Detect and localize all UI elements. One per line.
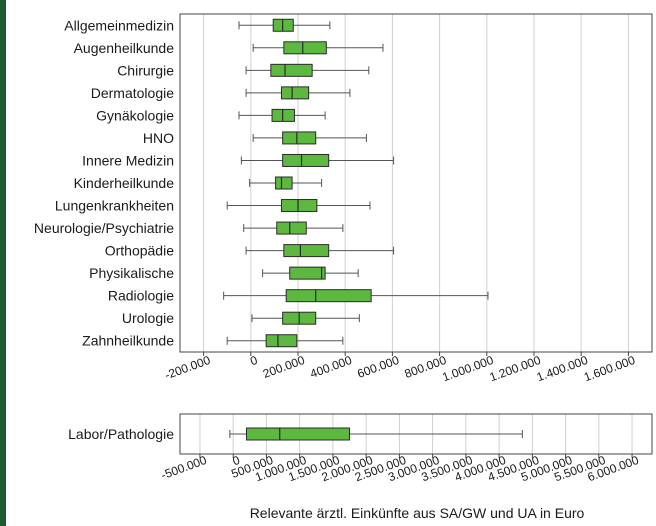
category-label: Chirurgie xyxy=(117,62,174,78)
category-label: Physikalische xyxy=(89,265,174,281)
box-row: Urologie xyxy=(122,310,360,326)
iqr-box xyxy=(280,199,318,213)
box-row: Kinderheilkunde xyxy=(74,175,323,191)
x-tick-label: 1.600.000 xyxy=(582,353,637,385)
plot-border xyxy=(179,13,653,353)
box-row: Physikalische xyxy=(89,265,359,281)
iqr-box xyxy=(265,334,298,348)
box-row: Radiologie xyxy=(108,288,489,304)
category-label: Gynäkologie xyxy=(96,107,174,123)
box-row: Lungenkrankheiten xyxy=(55,198,371,214)
category-label: Neurologie/Psychiatrie xyxy=(34,220,174,236)
chart-canvas: -200.000 0 200.000 400.000 600.000 800.0001.0… xyxy=(34,13,653,521)
box-row: HNO xyxy=(143,130,367,146)
iqr-box xyxy=(285,289,372,303)
iqr-box xyxy=(245,427,351,441)
iqr-box xyxy=(275,176,293,190)
iqr-box xyxy=(289,266,326,280)
box-row: Dermatologie xyxy=(91,85,351,101)
category-label: Kinderheilkunde xyxy=(74,175,175,191)
category-label: Urologie xyxy=(122,310,174,326)
category-label: Dermatologie xyxy=(91,85,174,101)
x-tick-label: -500.000 xyxy=(159,453,209,482)
category-label: Orthopädie xyxy=(105,243,174,259)
box-row: Allgemeinmedizin xyxy=(64,17,331,33)
x-tick-label: 0 xyxy=(231,453,242,469)
x-axis-title: Relevante ärztl. Einkünfte aus SA/GW und… xyxy=(250,505,585,521)
x-tick-label: 1.400.000 xyxy=(535,353,590,385)
category-label: Radiologie xyxy=(108,288,174,304)
box-row: Labor/Pathologie xyxy=(68,426,523,442)
box-row: Augenheilkunde xyxy=(74,40,384,56)
category-label: Labor/Pathologie xyxy=(68,426,174,442)
iqr-box xyxy=(283,41,327,55)
category-label: Innere Medizin xyxy=(82,152,174,168)
x-tick-label: 1.000.000 xyxy=(440,353,495,385)
chart-figure: -200.000 0 200.000 400.000 600.000 800.000 1.0… xyxy=(6,0,656,526)
x-tick-label: 600.000 xyxy=(355,353,401,381)
box-row: Orthopädie xyxy=(105,243,395,259)
category-label: Lungenkrankheiten xyxy=(55,198,174,214)
box-row: Innere Medizin xyxy=(82,152,395,168)
iqr-box xyxy=(270,63,313,77)
iqr-box xyxy=(282,131,317,145)
box-row: Gynäkologie xyxy=(96,107,326,123)
box-row: Chirurgie xyxy=(117,62,370,78)
x-tick-label: 0 xyxy=(248,353,259,369)
category-label: Allgemeinmedizin xyxy=(64,17,174,33)
plot-border xyxy=(179,413,653,455)
category-label: Zahnheilkunde xyxy=(82,333,174,349)
box-row: Neurologie/Psychiatrie xyxy=(34,220,344,236)
category-label: Augenheilkunde xyxy=(74,40,175,56)
iqr-box xyxy=(276,221,307,235)
x-tick-label: -200.000 xyxy=(163,353,213,382)
iqr-box xyxy=(283,244,330,258)
iqr-box xyxy=(280,86,310,100)
labor-boxplot-panel: -500.000 0500.0001.000.0001.500.0002.000.… xyxy=(68,413,653,484)
x-tick-label: 400.000 xyxy=(308,353,354,381)
x-tick-label: 1.200.000 xyxy=(488,353,543,385)
main-boxplot-panel: -200.000 0 200.000 400.000 600.000 800.0001.0… xyxy=(34,13,653,385)
iqr-box xyxy=(282,153,330,167)
box-row: Zahnheilkunde xyxy=(82,333,344,349)
category-label: HNO xyxy=(143,130,174,146)
x-tick-label: 200.000 xyxy=(261,353,307,381)
